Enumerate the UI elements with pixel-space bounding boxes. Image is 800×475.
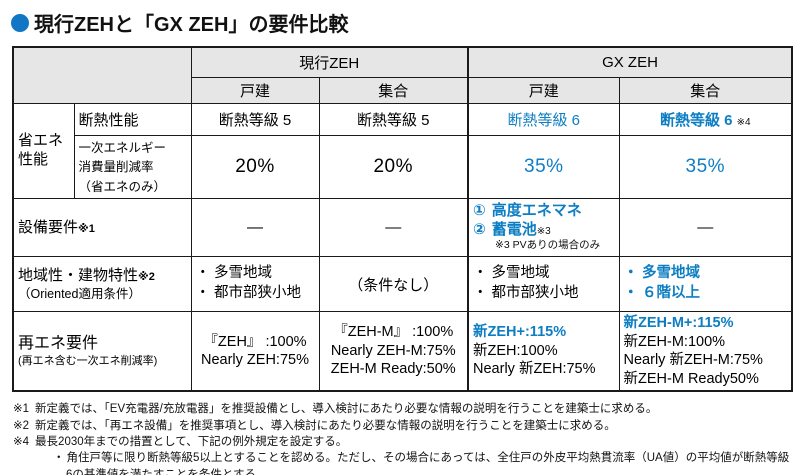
regional-current-detached: ・ 多雪地域 ・ 都市部狭小地 [190, 256, 320, 312]
footnote-1-mark: ※1 [13, 403, 30, 416]
equipment-gx-item-2-text: 蓄電池 [491, 220, 537, 238]
footnote-1: ※1 新定義では、「EV充電器/充放電器」を推奨設備とし、導入検討にあたり必要な情… [13, 401, 791, 417]
renewable-gm-highlight: 新ZEH-M+:115% [623, 315, 734, 331]
label-renewable-text: 再エネ要件 [18, 334, 99, 352]
col-header-current-multi: 集合 [318, 76, 469, 104]
row-equipment: 設備要件※1 ― ― ① 高度エネマネ ② 蓄電池※3 ※3 PVありの場合のみ ― [12, 198, 793, 257]
regional-gx-multi: ・ 多雪地域 ・ ６階以上 [618, 256, 793, 312]
renewable-current-detached: 『ZEH』 :100% Nearly ZEH:75% [190, 311, 320, 392]
row-insulation: 省エネ 性能 断熱性能 断熱等級 5 断熱等級 5 断熱等級 6 断熱等級 6 … [12, 102, 793, 199]
regional-gm-line2: ・ ６階以上 [623, 285, 701, 301]
title-text: 現行ZEHと「GX ZEH」の要件比較 [34, 14, 349, 36]
page-title: 現行ZEHと「GX ZEH」の要件比較 [11, 8, 791, 37]
renewable-gm-line2: Nearly 新ZEH-M:75% [623, 352, 763, 369]
footnote-2-mark: ※2 [13, 419, 30, 432]
label-regional: 地域性・建物特性※2 （Oriented適用条件） [12, 256, 192, 312]
renewable-cd-line1: 『ZEH』 :100% [203, 333, 307, 350]
equipment-gx-item-1: ① 高度エネマネ [473, 202, 615, 221]
col-header-gx-detached: 戸建 [467, 76, 620, 104]
label-insulation: 断熱性能 [73, 102, 192, 136]
renewable-cm-line3: ZEH-M Ready:50% [330, 361, 456, 378]
label-energy-group: 省エネ 性能 [12, 102, 75, 199]
footnote-2-text: 新定義では、「再エネ設備」を推奨事項とし、導入検討にあたり必要な情報の説明を行う… [35, 419, 616, 432]
footnote-4-text: 最長2030年までの措置として、下記の例外規定を設定する。 [35, 435, 348, 448]
regional-gd-line1: ・ 多雪地域 [473, 265, 550, 282]
footnote-1-text: 新定義では、「EV充電器/充放電器」を推奨設備とし、導入検討にあたり必要な情報の… [35, 403, 658, 416]
label-equipment-note: ※1 [78, 222, 95, 235]
group-header-current: 現行ZEH [190, 46, 469, 78]
label-equipment-text: 設備要件 [18, 218, 79, 236]
equipment-gx-item-1-text: 高度エネマネ [491, 201, 582, 219]
regional-gm-line1: ・ 多雪地域 [623, 265, 701, 282]
renewable-current-multi: 『ZEH-M』 :100% Nearly ZEH-M:75% ZEH-M Rea… [318, 311, 469, 392]
group-header-gx: GX ZEH [467, 46, 793, 78]
col-header-gx-multi: 集合 [618, 76, 793, 104]
insulation-current-detached: 断熱等級 5 [190, 102, 320, 136]
footnotes: ※1 新定義では、「EV充電器/充放電器」を推奨設備とし、導入検討にあたり必要な情… [13, 401, 791, 475]
equipment-current-detached: ― [190, 198, 320, 257]
bullet-icon [11, 13, 29, 32]
insulation-gx-multi-note: ※4 [736, 116, 751, 128]
energy-current-detached: 20% [190, 134, 320, 199]
label-regional-text: 地域性・建物特性 [18, 267, 139, 285]
equipment-gx-footnote: ※3 PVありの場合のみ [495, 239, 601, 252]
equipment-current-multi: ― [318, 198, 469, 257]
equipment-gx-item-2-note: ※3 [536, 225, 551, 237]
sub-header-row: 戸建 集合 戸建 集合 [13, 76, 793, 104]
label-renewable: 再エネ要件 (再エネ含む一次エネ削減率) [12, 311, 192, 392]
group-header-row: 現行ZEH GX ZEH [12, 46, 793, 104]
insulation-gx-detached: 断熱等級 6 [467, 102, 620, 136]
corner-cell [12, 46, 192, 104]
circled-1-icon: ① [473, 201, 486, 219]
row-regional: 地域性・建物特性※2 （Oriented適用条件） ・ 多雪地域 ・ 都市部狭小… [12, 256, 793, 312]
col-header-current-detached: 戸建 [190, 76, 320, 104]
comparison-table: 現行ZEH GX ZEH 戸建 集合 戸建 集合 省エネ 性能 断熱性能 断熱等… [12, 46, 794, 393]
renewable-cd-line2: Nearly ZEH:75% [201, 352, 309, 369]
insulation-current-multi: 断熱等級 5 [318, 102, 469, 136]
renewable-gx-multi: 新ZEH-M+:115% 新ZEH-M:100% Nearly 新ZEH-M:7… [618, 311, 793, 392]
regional-current-multi: （条件なし） [318, 256, 469, 312]
footnote-4: ※4 最長2030年までの措置として、下記の例外規定を設定する。 [13, 434, 791, 450]
footnote-4-sub-text: 角住戸等に限り断熱等級5以上とすることを認める。ただし、その場合にあっては、全住… [66, 452, 790, 475]
label-primary-energy: 一次エネルギー 消費量削減率 （省エネのみ） [73, 134, 192, 199]
renewable-gd-line1: 新ZEH:100% [473, 342, 558, 359]
regional-cd-line1: ・ 多雪地域 [195, 265, 273, 282]
renewable-cm-line1: 『ZEH-M』 :100% [333, 324, 454, 341]
energy-gx-multi: 35% [618, 134, 793, 199]
equipment-gx-detached: ① 高度エネマネ ② 蓄電池※3 ※3 PVありの場合のみ [467, 198, 620, 257]
label-renewable-sub: (再エネ含む一次エネ削減率) [18, 355, 158, 368]
circled-2-icon: ② [473, 220, 486, 238]
renewable-gm-line1: 新ZEH-M:100% [623, 333, 726, 350]
regional-gd-line2: ・ 都市部狭小地 [473, 285, 579, 301]
equipment-gx-multi: ― [618, 198, 793, 257]
equipment-gx-item-2: ② 蓄電池※3 [473, 221, 615, 240]
row-renewable: 再エネ要件 (再エネ含む一次エネ削減率) 『ZEH』 :100% Nearly … [12, 311, 793, 392]
renewable-cm-line2: Nearly ZEH-M:75% [330, 342, 456, 359]
footnote-2: ※2 新定義では、「再エネ設備」を推奨事項とし、導入検討にあたり必要な情報の説明を… [13, 418, 791, 434]
insulation-gx-multi: 断熱等級 6 ※4 [618, 102, 793, 136]
renewable-gx-detached: 新ZEH+:115% 新ZEH:100% Nearly 新ZEH:75% [467, 311, 620, 392]
label-primary-energy-text: 一次エネルギー 消費量削減率 （省エネのみ） [78, 140, 167, 194]
label-equipment: 設備要件※1 [12, 198, 192, 257]
row-primary-energy: 一次エネルギー 消費量削減率 （省エネのみ） 20% 20% 35% 35% [13, 134, 793, 199]
renewable-gm-line3: 新ZEH-M Ready50% [623, 370, 759, 387]
footnote-4-sub-mark: ・ [53, 452, 65, 465]
label-regional-note: ※2 [138, 271, 155, 284]
insulation-gx-multi-value: 断熱等級 6 [659, 111, 733, 129]
regional-cd-line2: ・ 都市部狭小地 [195, 285, 302, 301]
label-regional-sub: （Oriented適用条件） [18, 286, 141, 301]
energy-gx-detached: 35% [467, 134, 620, 199]
renewable-gd-highlight: 新ZEH+:115% [473, 324, 567, 341]
renewable-gd-line2: Nearly 新ZEH:75% [473, 361, 596, 378]
energy-current-multi: 20% [318, 134, 469, 199]
regional-gx-detached: ・ 多雪地域 ・ 都市部狭小地 [467, 256, 620, 312]
footnote-4-sub: ・角住戸等に限り断熱等級5以上とすることを認める。ただし、その場合にあっては、全… [13, 450, 791, 475]
footnote-4-mark: ※4 [13, 435, 30, 448]
